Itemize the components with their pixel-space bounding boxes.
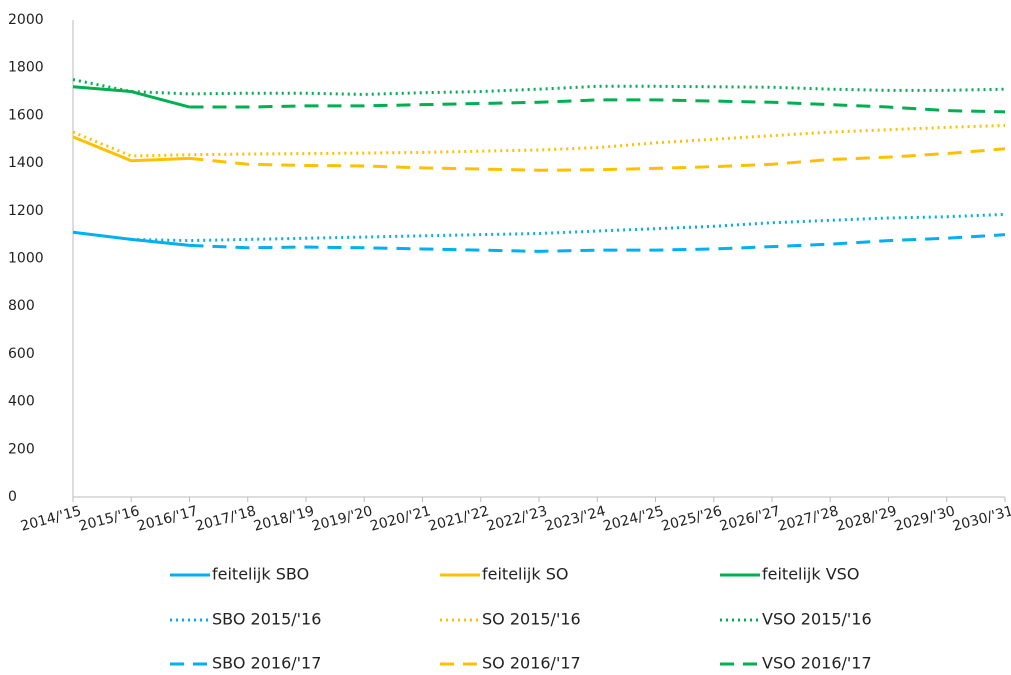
x-tick-label: 2018/'19 [252, 503, 316, 535]
series-line [72, 123, 1006, 158]
series-line [72, 85, 190, 109]
legend-label: feitelijk SBO [212, 565, 309, 584]
y-tick-label: 800 [8, 298, 35, 314]
legend-label: SBO 2015/'16 [212, 610, 321, 629]
y-tick-label: 2000 [8, 12, 44, 28]
series-line [72, 135, 190, 163]
x-tick-label: 2029/'30 [893, 503, 957, 535]
y-tick-label: 200 [8, 441, 35, 457]
y-tick-label: 400 [8, 394, 35, 410]
y-tick-label: 1800 [8, 60, 44, 76]
x-tick-label: 2023/'24 [543, 503, 607, 535]
x-tick-label: 2022/'23 [485, 503, 549, 535]
x-tick-label: 2027/'28 [776, 503, 840, 535]
legend-label: SO 2016/'17 [482, 654, 581, 673]
x-tick-label: 2020/'21 [369, 503, 433, 535]
x-tick-label: 2019/'20 [310, 503, 374, 535]
x-tick-label: 2025/'26 [660, 503, 724, 535]
legend-label: VSO 2015/'16 [762, 610, 872, 629]
series-line [72, 78, 1006, 96]
x-tick-label: 2021/'22 [427, 503, 491, 535]
x-tick-label: 2014/'15 [19, 503, 83, 535]
y-tick-label: 600 [8, 346, 35, 362]
legend-label: feitelijk SO [482, 565, 568, 584]
series-line [189, 233, 1006, 253]
x-tick-label: 2017/'18 [194, 503, 258, 535]
legend-label: feitelijk VSO [762, 565, 859, 584]
x-tick-label: 2026/'27 [718, 503, 782, 535]
legend-label: SO 2015/'16 [482, 610, 581, 629]
x-tick-label: 2028/'29 [835, 503, 899, 535]
legend-label: VSO 2016/'17 [762, 654, 872, 673]
y-tick-label: 1600 [8, 107, 44, 123]
y-tick-label: 1400 [8, 155, 44, 171]
series-line [189, 98, 1006, 114]
x-tick-label: 2016/'17 [136, 503, 200, 535]
y-tick-label: 1200 [8, 203, 44, 219]
series-line [189, 147, 1006, 172]
legend-label: SBO 2016/'17 [212, 654, 321, 673]
x-tick-label: 2030/'31 [951, 503, 1011, 535]
y-tick-label: 1000 [8, 251, 44, 267]
x-tick-label: 2024/'25 [602, 503, 666, 535]
y-tick-label: 0 [8, 489, 17, 505]
x-tick-label: 2015/'16 [77, 503, 141, 535]
series-line [131, 212, 1006, 243]
series-line [72, 230, 190, 247]
